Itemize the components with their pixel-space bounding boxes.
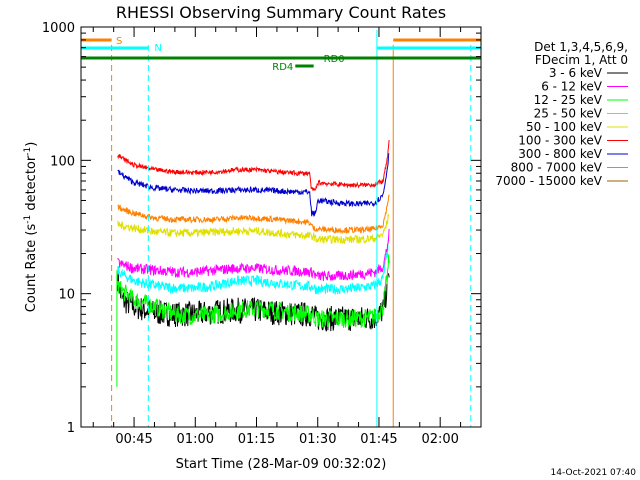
y-tick-label: 10 xyxy=(58,288,75,303)
legend-entry-label: 12 - 25 keV xyxy=(534,93,603,107)
x-tick-label: 01:00 xyxy=(177,432,214,447)
series-line xyxy=(117,238,390,295)
x-axis-label: Start Time (28-Mar-09 00:32:02) xyxy=(176,457,387,472)
series-line xyxy=(117,194,390,235)
state-bar-label: N xyxy=(154,43,161,54)
legend-entry-label: 300 - 800 keV xyxy=(518,147,602,161)
y-tick-label: 1000 xyxy=(42,21,75,36)
plot-frame xyxy=(80,26,482,428)
series-line xyxy=(117,254,390,328)
series-line xyxy=(117,214,390,245)
series-line xyxy=(117,228,390,282)
x-tick-label: 00:45 xyxy=(115,432,152,447)
state-bar-label: RD0 xyxy=(324,54,345,65)
x-tick-label: 01:45 xyxy=(360,432,397,447)
legend-entry-label: 7000 - 15000 keV xyxy=(495,174,602,188)
generation-timestamp: 14-Oct-2021 07:40 xyxy=(551,468,637,478)
y-tick-label: 1 xyxy=(67,421,75,436)
state-bar-label: S xyxy=(116,36,122,47)
legend-entry-label: 50 - 100 keV xyxy=(526,120,603,134)
legend-entry-label: 800 - 7000 keV xyxy=(511,161,603,175)
series-line xyxy=(117,153,390,218)
legend-header-line-1: Det 1,3,4,5,6,9, xyxy=(534,40,628,54)
legend-entry-label: 100 - 300 keV xyxy=(518,134,602,148)
legend-entry-label: 3 - 6 keV xyxy=(549,66,603,80)
legend: Det 1,3,4,5,6,9, FDecim 1, Att 0 3 - 6 k… xyxy=(495,40,628,188)
x-tick-label: 02:00 xyxy=(421,432,458,447)
legend-header-line-2: FDecim 1, Att 0 xyxy=(535,53,628,67)
series-line xyxy=(117,140,390,192)
annotation-layer: S N RD0 RD4 xyxy=(81,30,481,427)
y-tick-label: 100 xyxy=(50,154,75,169)
legend-entry-label: 25 - 50 keV xyxy=(534,107,603,121)
chart-title: RHESSI Observing Summary Count Rates xyxy=(116,3,446,22)
y-axis-label: Count Rate (s-1 detector-1) xyxy=(23,142,39,313)
axes: 00:45 01:00 01:15 01:30 01:45 02:00 1 10 100 1000 xyxy=(42,21,481,447)
x-tick-label: 01:15 xyxy=(238,432,275,447)
state-bar-label: RD4 xyxy=(272,62,293,73)
series-layer xyxy=(116,140,390,387)
x-tick-label: 01:30 xyxy=(299,432,336,447)
legend-entry-label: 6 - 12 keV xyxy=(541,80,603,94)
